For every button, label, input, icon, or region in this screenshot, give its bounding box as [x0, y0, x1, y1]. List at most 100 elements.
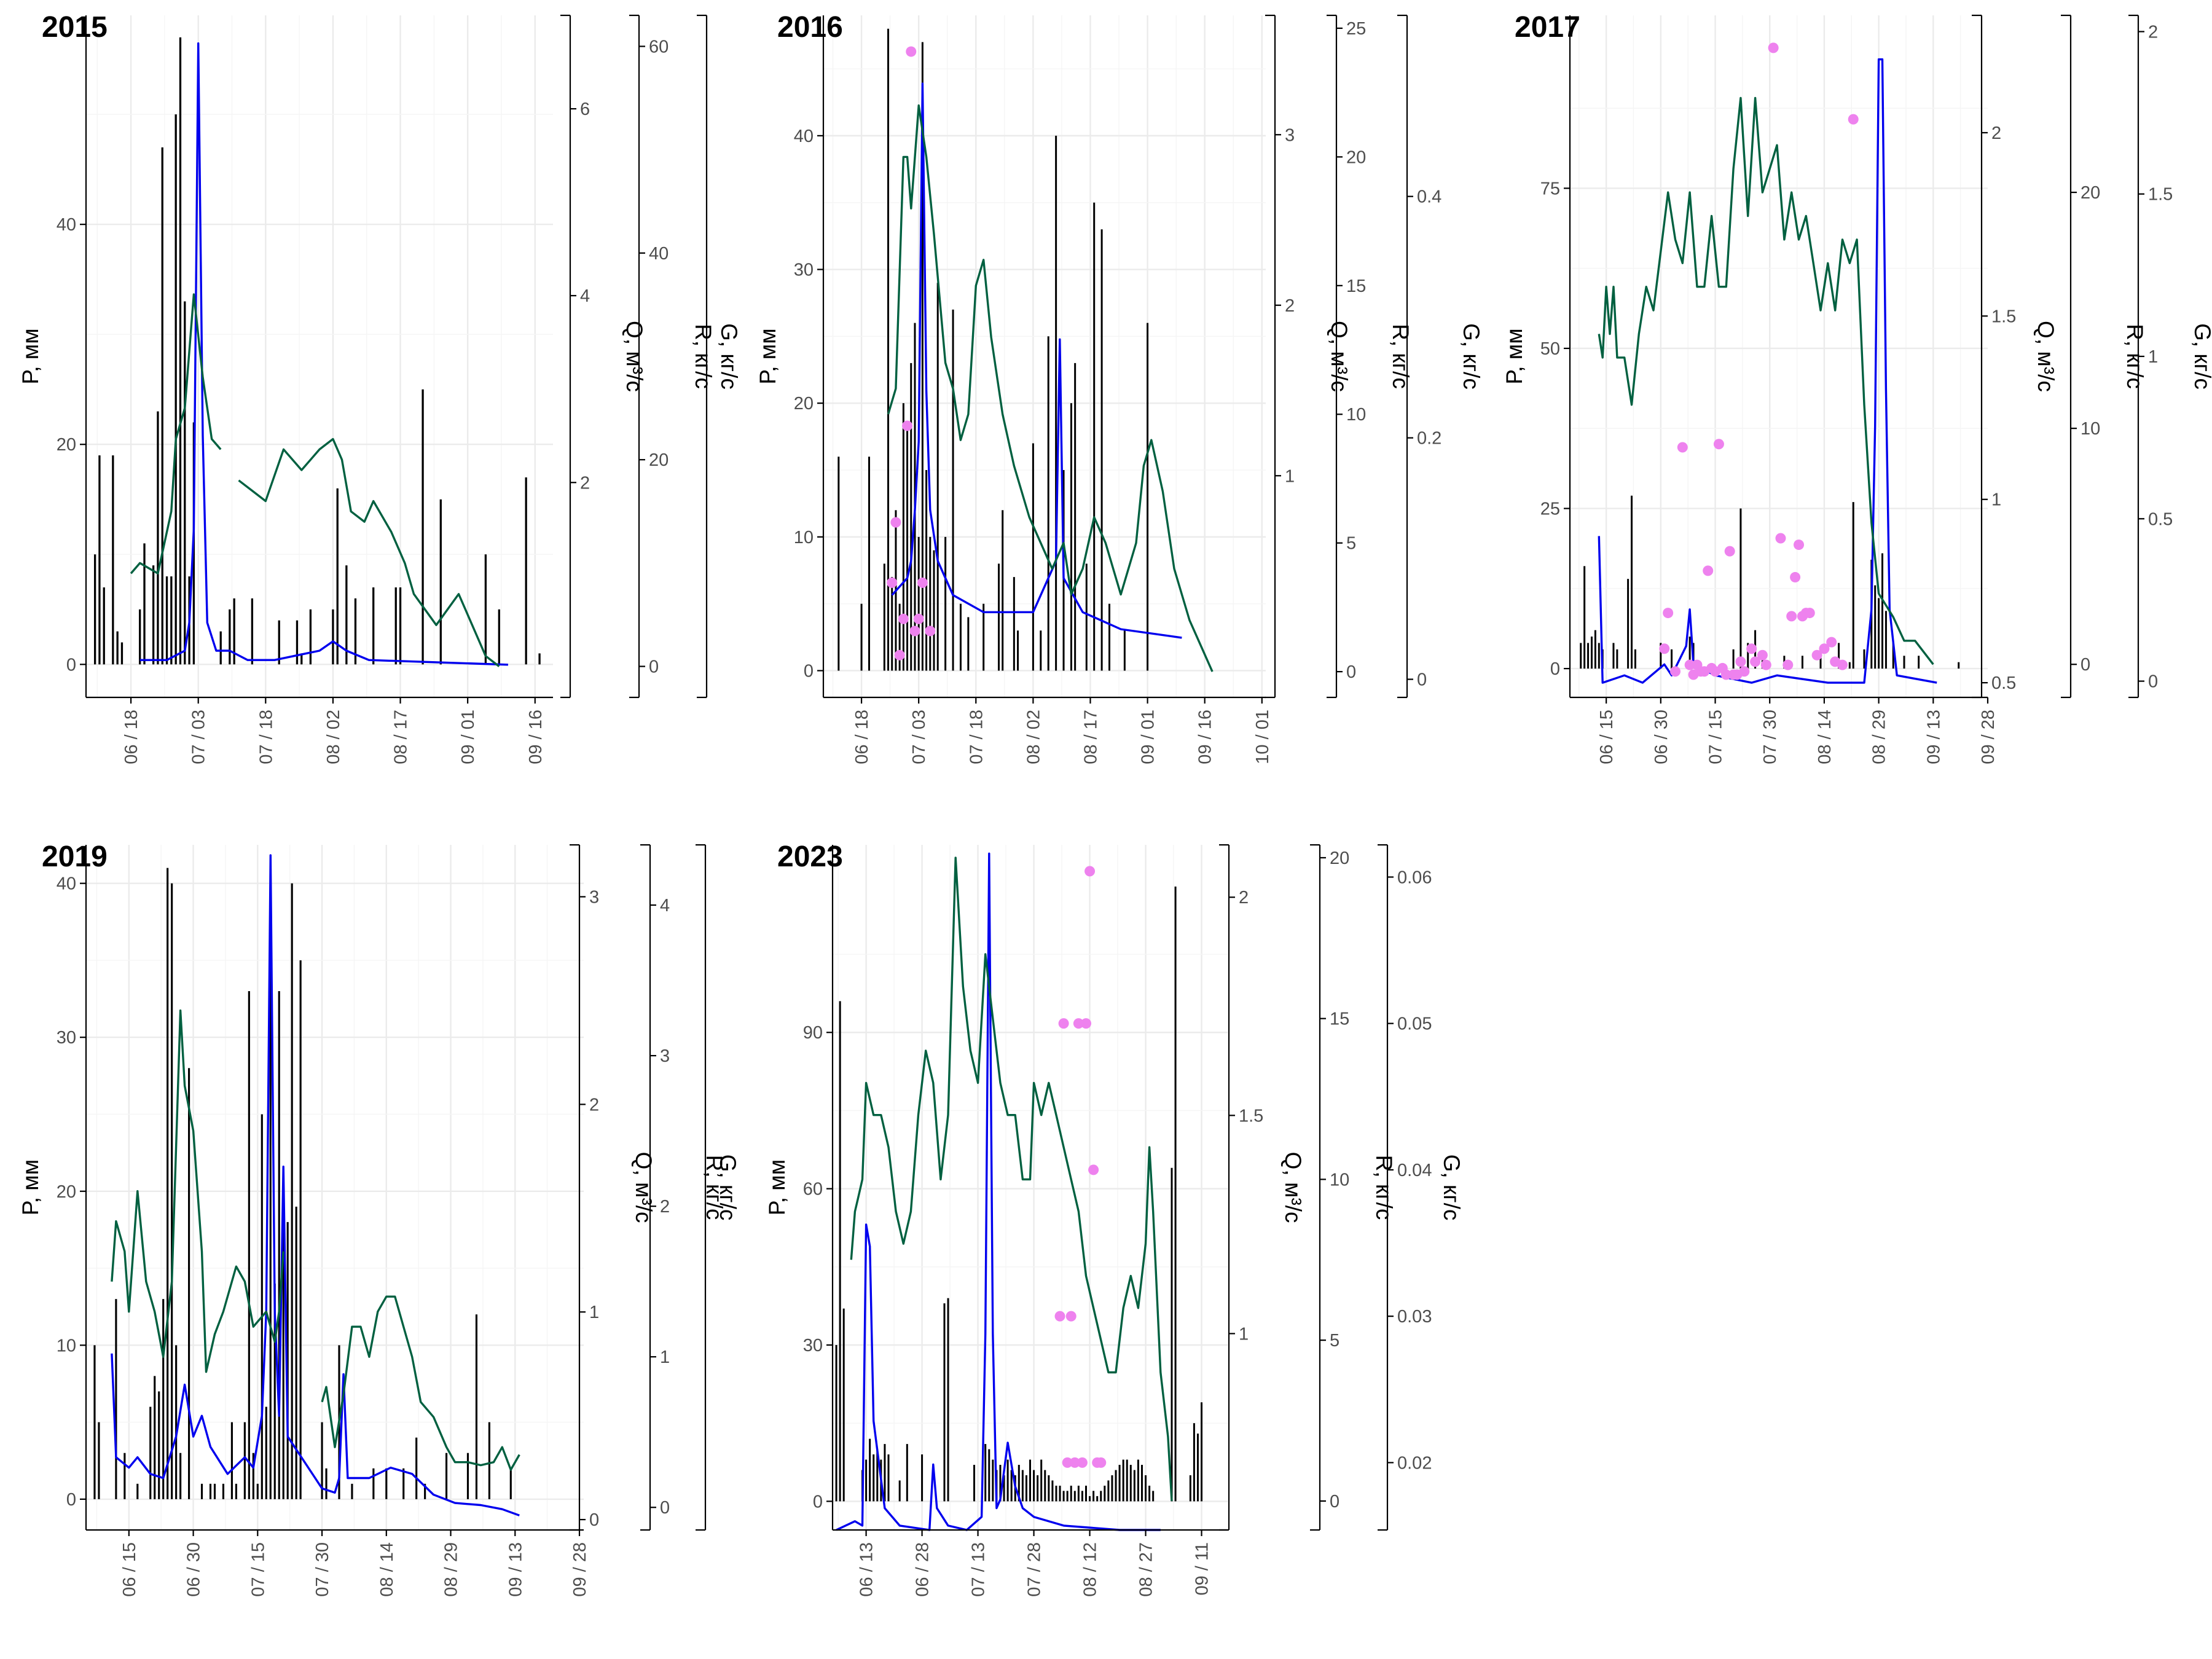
precip-bar: [902, 403, 904, 671]
x-tick-label: 07 / 15: [248, 1542, 268, 1597]
precip-bar: [1037, 1475, 1039, 1502]
precip-bar: [488, 1422, 490, 1499]
precip-bar: [1732, 649, 1735, 669]
precip-bar: [219, 631, 222, 665]
y-tick-label: 20: [794, 394, 814, 414]
precip-bar: [860, 603, 863, 671]
secondary-axis-Q: 0 1 2 3 Q, м³/с: [570, 844, 656, 1531]
precip-bar: [884, 1444, 886, 1502]
precip-bar: [1055, 135, 1057, 671]
x-tick-label: 09 / 01: [458, 710, 478, 764]
precip-bar: [1032, 443, 1034, 671]
x-tick-label: 08 / 29: [442, 1542, 461, 1597]
plot-background: [1570, 15, 1988, 697]
precip-bar: [842, 1308, 845, 1502]
precip-bar: [1003, 1475, 1005, 1502]
precip-bar: [112, 455, 114, 665]
x-tick-label: 10 / 01: [1253, 710, 1273, 764]
precip-bar: [1140, 1465, 1143, 1502]
precip-bar: [213, 1483, 216, 1499]
precip-bar: [385, 1468, 388, 1499]
precip-bar: [1634, 649, 1636, 669]
axis-tick-label: 3: [1285, 125, 1295, 145]
precip-bar: [1129, 1465, 1132, 1502]
y-tick-label: 0: [804, 661, 814, 681]
precip-bar: [1201, 1402, 1203, 1502]
precip-bar: [179, 37, 182, 665]
sample-point: [887, 577, 898, 588]
x-tick-label: 06 / 13: [857, 1542, 877, 1597]
sample-point: [913, 613, 924, 624]
axis-tick-label: 0: [1417, 670, 1427, 690]
precip-bar: [1044, 1470, 1046, 1502]
precip-bar: [1598, 643, 1600, 669]
axis-tick-label: 10: [1346, 405, 1366, 425]
sample-point: [1757, 649, 1768, 661]
plot-background: [833, 845, 1228, 1530]
precip-bar: [1616, 649, 1618, 669]
secondary-axis-G: G, кг/с: [697, 14, 742, 699]
axis-tick-label: 3: [660, 1046, 670, 1066]
precip-bar: [998, 563, 1000, 671]
series-line-1: [1598, 58, 1937, 684]
series-line-1: [111, 854, 520, 1516]
precip-bar: [1627, 579, 1630, 669]
x-tick-label: 08 / 27: [1137, 1542, 1156, 1597]
x-tick-label: 07 / 18: [256, 710, 276, 764]
axis-tick-label: 0.2: [1417, 429, 1441, 449]
precip-bar: [1108, 603, 1111, 671]
sample-point: [890, 517, 901, 528]
precip-bar: [167, 868, 169, 1499]
precip-bar: [835, 1344, 837, 1502]
precip-bar: [1747, 643, 1749, 669]
sample-point: [1677, 442, 1688, 453]
precip-bar: [925, 470, 928, 671]
precip-bar: [1093, 202, 1096, 671]
axis-tick-label: 20: [1330, 849, 1349, 868]
precip-bar: [498, 609, 500, 665]
y-tick-label: 30: [794, 261, 814, 280]
y-tick-label: 0: [1550, 659, 1560, 679]
axis-tick-label: 10: [2081, 419, 2100, 439]
precip-bar: [1066, 1491, 1069, 1502]
precip-bar: [865, 1459, 868, 1502]
precip-bar: [296, 620, 299, 665]
precip-bar: [1580, 643, 1582, 669]
axis-title-Q: Q, м³/с: [2033, 321, 2058, 392]
precip-bar: [1145, 1475, 1147, 1502]
sediment-line: [238, 437, 500, 667]
axis-tick-label: 0: [2081, 655, 2090, 675]
precip-bar: [1193, 1423, 1195, 1502]
sample-point: [902, 420, 913, 431]
precip-bar: [1081, 1491, 1083, 1502]
precip-bar: [1739, 508, 1742, 669]
x-tick-label: 06 / 28: [913, 1542, 933, 1597]
panel-title: 2015: [42, 11, 108, 44]
sample-point: [1739, 666, 1750, 677]
axis-tick-label: 0: [1346, 662, 1356, 682]
precip-bar: [887, 28, 890, 671]
secondary-axis-R: 0 20 40 60 R, кг/с: [629, 14, 716, 699]
y-tick-label: 0: [66, 1490, 76, 1510]
sediment-line: [321, 1295, 520, 1471]
precip-bar: [1033, 1470, 1035, 1502]
precip-bar: [1029, 1459, 1031, 1502]
axis-title-P: P, мм: [764, 1159, 790, 1215]
axis-tick-label: 0.02: [1397, 1453, 1432, 1473]
sample-point: [1703, 565, 1714, 576]
precip-bar: [1123, 630, 1126, 671]
x-tick-label: 08 / 02: [1024, 710, 1043, 764]
y-tick-label: 90: [803, 1023, 823, 1043]
series-line-1: [139, 42, 508, 666]
axis-tick-label: 2: [660, 1197, 670, 1217]
axis-tick-label: 1.5: [1991, 307, 2016, 326]
precip-bar: [175, 1345, 178, 1499]
x-tick-label: 09 / 16: [526, 710, 546, 764]
secondary-axis-Q: 1 2 3 Q, м³/с: [1265, 14, 1352, 699]
precip-bar: [967, 617, 970, 671]
sample-point: [1663, 608, 1674, 619]
axis-tick-label: 20: [2081, 183, 2100, 203]
precip-bar: [952, 309, 954, 671]
